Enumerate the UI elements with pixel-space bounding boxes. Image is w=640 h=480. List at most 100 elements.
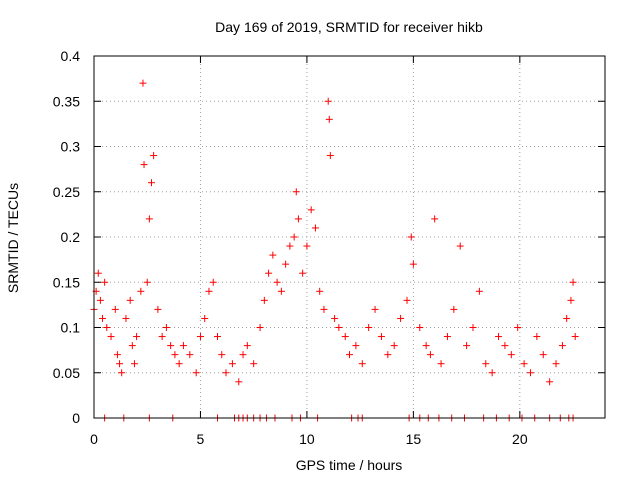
data-point	[243, 342, 251, 350]
data-point	[228, 360, 236, 368]
data-point	[371, 305, 379, 313]
data-point	[539, 351, 547, 359]
data-point	[558, 342, 566, 350]
data-point	[205, 287, 213, 295]
y-tick-label: 0.2	[61, 229, 81, 245]
data-point	[463, 342, 471, 350]
data-point	[118, 369, 126, 377]
data-point	[130, 360, 138, 368]
data-point	[326, 152, 334, 160]
data-point	[143, 278, 151, 286]
data-point	[299, 269, 307, 277]
data-point	[103, 324, 111, 331]
data-point	[171, 351, 179, 359]
data-point	[320, 305, 328, 313]
data-point	[292, 188, 300, 196]
data-point	[250, 360, 258, 368]
data-point	[316, 287, 324, 295]
data-point	[456, 242, 464, 250]
data-point	[346, 351, 353, 359]
data-point	[482, 360, 490, 368]
data-point	[273, 278, 281, 286]
data-point	[437, 360, 445, 368]
data-point	[145, 215, 153, 223]
data-point	[196, 333, 204, 341]
data-point	[501, 342, 509, 350]
data-point	[162, 324, 170, 331]
data-point	[256, 324, 264, 331]
data-point	[269, 251, 277, 259]
data-point	[265, 269, 273, 277]
chart-title: Day 169 of 2019, SRMTID for receiver hik…	[215, 19, 483, 35]
data-point	[116, 360, 124, 368]
data-point	[403, 296, 411, 304]
data-point	[94, 269, 102, 277]
data-point	[186, 351, 194, 359]
y-tick-label: 0.05	[53, 365, 80, 381]
grid	[94, 56, 605, 418]
y-tick-label: 0.35	[53, 93, 80, 109]
data-point	[218, 351, 226, 359]
data-point	[167, 342, 175, 350]
axis-ticks	[93, 55, 605, 419]
data-point	[552, 360, 560, 368]
data-point	[139, 79, 147, 87]
data-point	[352, 342, 360, 350]
data-point	[569, 278, 577, 286]
data-point	[450, 305, 458, 313]
data-point	[384, 351, 392, 359]
data-point	[133, 333, 141, 341]
data-point	[469, 324, 477, 331]
y-tick-label: 0	[72, 410, 80, 426]
data-point	[377, 333, 385, 341]
data-points	[90, 79, 579, 422]
data-point	[286, 242, 294, 250]
data-point	[311, 224, 319, 232]
x-tick-label: 15	[406, 431, 422, 447]
data-point	[443, 333, 451, 341]
data-point	[422, 342, 430, 350]
x-tick-label: 20	[512, 431, 528, 447]
data-point	[140, 161, 148, 169]
data-point	[325, 115, 333, 123]
data-point	[303, 242, 311, 250]
data-point	[563, 314, 571, 322]
data-point	[495, 333, 503, 341]
data-point	[209, 278, 217, 286]
data-point	[324, 97, 332, 105]
x-tick-label: 10	[299, 431, 315, 447]
y-tick-label: 0.4	[61, 48, 81, 64]
x-tick-labels: 0 5 10 15 20	[90, 431, 528, 447]
data-point	[107, 333, 115, 341]
y-tick-labels: 0 0.05 0.1 0.15 0.2 0.25 0.3 0.35 0.4	[53, 48, 80, 426]
data-point	[137, 287, 145, 295]
data-point	[147, 179, 155, 187]
data-point	[101, 278, 109, 286]
data-point	[192, 369, 200, 377]
data-point	[514, 324, 522, 331]
data-point	[222, 369, 230, 377]
x-tick-label: 5	[197, 431, 205, 447]
data-point	[201, 314, 209, 322]
data-point	[567, 296, 575, 304]
data-point	[520, 360, 528, 368]
data-point	[571, 333, 579, 341]
y-tick-label: 0.3	[61, 139, 81, 155]
data-point	[488, 369, 496, 377]
data-point	[358, 360, 366, 368]
data-point	[277, 287, 285, 295]
x-tick-label: 0	[90, 431, 98, 447]
data-point	[179, 342, 187, 350]
y-tick-label: 0.1	[61, 320, 81, 336]
data-point	[99, 314, 107, 322]
data-point	[426, 351, 434, 359]
data-point	[507, 351, 515, 359]
data-point	[239, 351, 247, 359]
data-point	[290, 233, 298, 241]
y-axis-label: SRMTID / TECUs	[5, 183, 21, 293]
data-point	[365, 324, 373, 331]
data-point	[150, 152, 158, 160]
data-point	[331, 314, 339, 322]
data-point	[397, 314, 405, 322]
data-point	[546, 378, 554, 386]
